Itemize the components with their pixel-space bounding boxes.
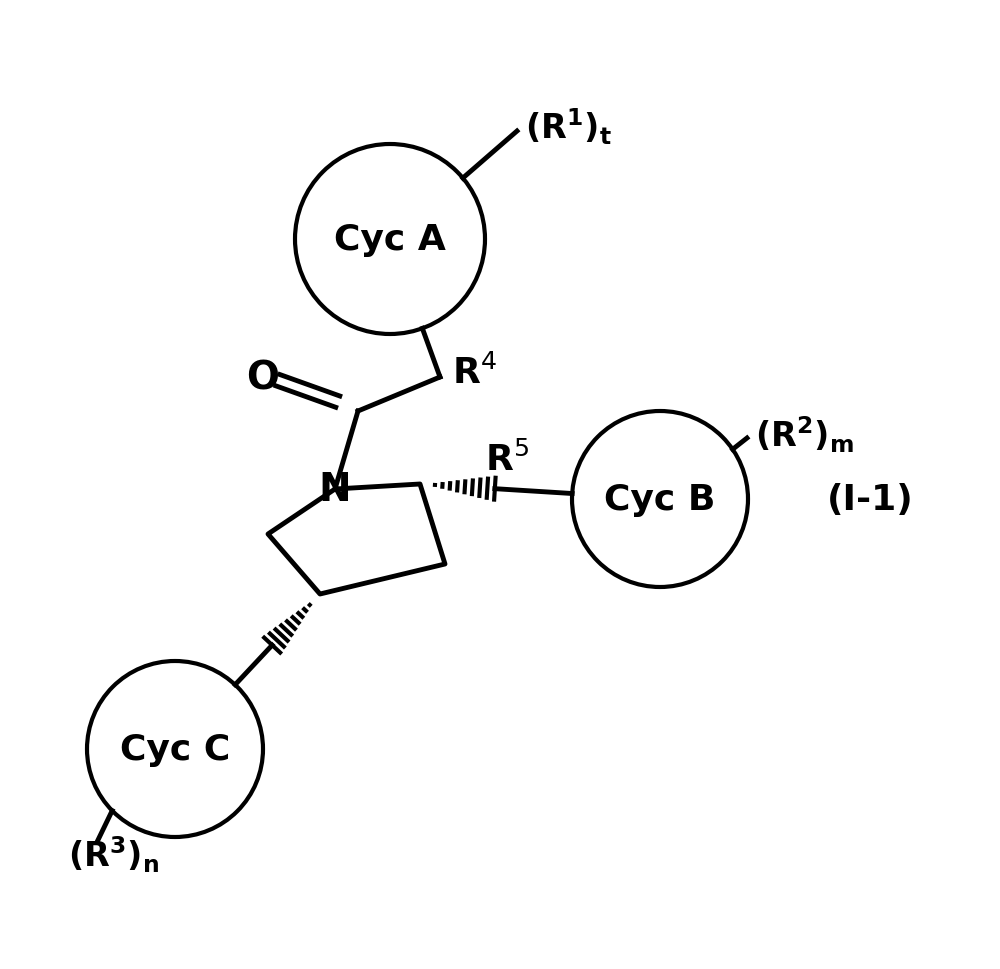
Text: $\mathbf{(R^1)_t}$: $\mathbf{(R^1)_t}$ <box>525 107 612 147</box>
Text: O: O <box>247 359 280 396</box>
Text: Cyc C: Cyc C <box>120 733 230 766</box>
Text: $\mathbf{(R^3)_n}$: $\mathbf{(R^3)_n}$ <box>68 834 159 874</box>
Text: $\mathbf{(R^2)_m}$: $\mathbf{(R^2)_m}$ <box>755 415 854 454</box>
Text: R$^4$: R$^4$ <box>452 355 497 391</box>
Text: N: N <box>319 471 351 509</box>
Text: R$^5$: R$^5$ <box>485 442 529 478</box>
Text: Cyc A: Cyc A <box>334 223 446 257</box>
Text: Cyc B: Cyc B <box>604 483 716 516</box>
Text: (I-1): (I-1) <box>827 483 913 516</box>
